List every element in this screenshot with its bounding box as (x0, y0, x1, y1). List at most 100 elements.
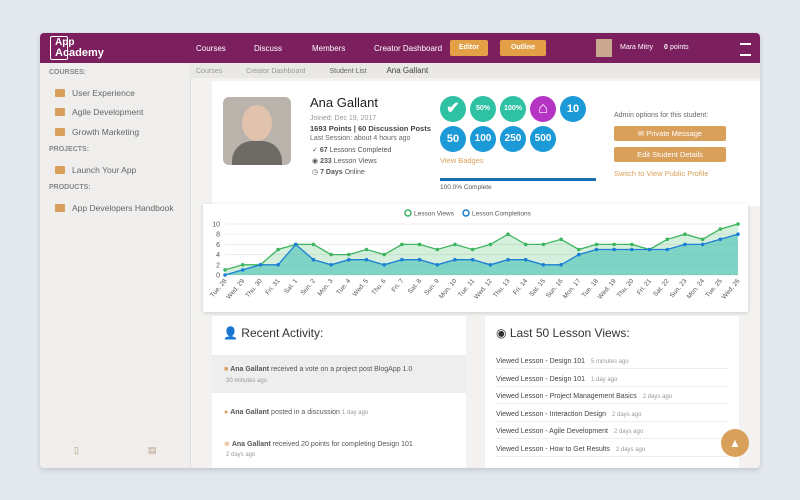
editor-button[interactable]: Editor (450, 40, 488, 56)
data-point (435, 247, 440, 252)
sidebar-item[interactable]: Agile Development (55, 107, 143, 117)
lessons-title: ◉ Last 50 Lesson Views: (496, 326, 630, 340)
sidebar-item[interactable]: User Experience (55, 88, 135, 98)
x-tick-label: Mon. 24 (686, 278, 707, 301)
data-point (718, 227, 723, 231)
data-point (311, 242, 316, 247)
data-point (559, 263, 563, 267)
nav-link[interactable]: Creator Dashboard (374, 44, 443, 53)
help-button[interactable]: ▲ (721, 429, 749, 457)
x-tick-label: Tue. 4 (335, 277, 352, 296)
profile-joined: Joined: Dec 19, 2017 (310, 115, 377, 122)
x-tick-label: Thu. 13 (492, 277, 512, 299)
bookmark-icon[interactable]: ▯ (74, 445, 79, 455)
admin-button[interactable]: ✉ Private Message (614, 126, 726, 141)
menu-icon[interactable] (740, 43, 751, 56)
badge: ⌂ (530, 96, 556, 122)
x-tick-label: Mon. 10 (438, 278, 459, 301)
notes-icon[interactable]: ▤ (148, 445, 157, 455)
data-point (559, 237, 563, 242)
data-point (329, 252, 333, 257)
data-point (453, 242, 457, 247)
data-point (700, 237, 705, 242)
breadcrumb: Courses Creator Dashboard Student List A… (190, 63, 760, 78)
user-name[interactable]: Mara Mitry (620, 44, 654, 51)
x-tick-label: Sun. 9 (423, 277, 441, 296)
y-tick-label: 2 (216, 262, 220, 269)
series-line (224, 233, 739, 276)
crumb[interactable]: Student List (329, 68, 367, 75)
activity-time: 30 minutes ago (226, 378, 268, 384)
x-tick-label: Thu. 30 (244, 277, 264, 299)
data-point (665, 237, 670, 242)
x-tick-label: Sun. 2 (300, 277, 318, 296)
crumb[interactable]: Courses (196, 68, 223, 75)
series-area (225, 234, 738, 275)
data-point (293, 242, 298, 247)
x-tick-label: Wed. 19 (597, 277, 618, 300)
badges[interactable]: ✔ 50% 100% ⌂ 10 50 100 250 500 (440, 96, 600, 156)
data-point (683, 232, 687, 236)
crumb[interactable]: Creator Dashboard (246, 68, 306, 75)
data-point (470, 247, 475, 252)
progress-label: 100.0% Complete (440, 184, 492, 191)
sidebar-item[interactable]: Launch Your App (55, 165, 136, 175)
user-points: 0 (664, 44, 668, 51)
data-point (647, 247, 652, 252)
y-tick-label: 6 (216, 242, 220, 249)
badge: 100 (470, 126, 496, 152)
progress-bar (440, 178, 596, 181)
lesson-item: Viewed Lesson - Design 101 1 day ago (496, 376, 728, 387)
legend-label: Lesson Views (414, 211, 455, 218)
lessons-panel (485, 316, 739, 468)
nav-link[interactable]: Discuss (254, 44, 283, 53)
lesson-item: Viewed Lesson - Interaction Design 2 days… (496, 411, 728, 422)
data-point (488, 242, 493, 247)
data-point (541, 263, 546, 267)
header (40, 33, 760, 63)
view-badges-link[interactable]: View Badges (440, 156, 484, 165)
y-tick-label: 10 (212, 222, 220, 229)
profile-photo (223, 97, 291, 165)
data-point (630, 242, 634, 247)
data-point (700, 242, 705, 247)
nav-link[interactable]: Members (312, 44, 346, 53)
data-point (258, 263, 263, 267)
x-tick-label: Wed. 12 (473, 277, 494, 300)
data-point (382, 252, 387, 257)
data-point (488, 263, 493, 267)
admin-button[interactable]: Edit Student Details (614, 147, 726, 162)
y-tick-label: 8 (216, 232, 220, 239)
user-avatar[interactable] (596, 39, 612, 57)
data-point (523, 257, 528, 262)
data-point (612, 242, 616, 247)
x-tick-label: Mon. 17 (562, 278, 583, 301)
sidebar-heading: COURSES: (49, 69, 86, 76)
sidebar-heading: PRODUCTS: (49, 184, 91, 191)
profile-session: Last Session: about 4 hours ago (310, 135, 411, 142)
data-point (736, 232, 740, 236)
nav-link[interactable]: Courses (196, 44, 226, 53)
crumb: Ana Gallant (386, 66, 429, 75)
data-point (718, 237, 723, 242)
admin-title: Admin options for this student: (614, 112, 709, 119)
logo-text: App (55, 37, 75, 48)
y-tick-label: 0 (216, 273, 220, 280)
sidebar-item[interactable]: Growth Marketing (55, 127, 139, 137)
data-point (576, 247, 581, 252)
outline-button[interactable]: Outline (500, 40, 546, 56)
data-point (630, 247, 634, 252)
legend-marker (404, 209, 412, 217)
admin-link[interactable]: Switch to View Public Profile (614, 169, 709, 178)
activity-item: ● Ana Gallant posted in a discussion 1 d… (224, 409, 369, 416)
lesson-item: Viewed Lesson - How to Get Results 2 days… (496, 446, 728, 457)
logo-frame (50, 36, 68, 60)
sidebar-item[interactable]: App Developers Handbook (55, 203, 174, 213)
activity-title: 👤 Recent Activity: (223, 326, 324, 340)
activity-item: ■ Ana Gallant received a vote on a proje… (224, 366, 413, 373)
data-point (240, 268, 245, 272)
x-tick-label: Wed. 26 (721, 277, 742, 300)
data-point (417, 257, 422, 262)
data-point (506, 232, 510, 236)
